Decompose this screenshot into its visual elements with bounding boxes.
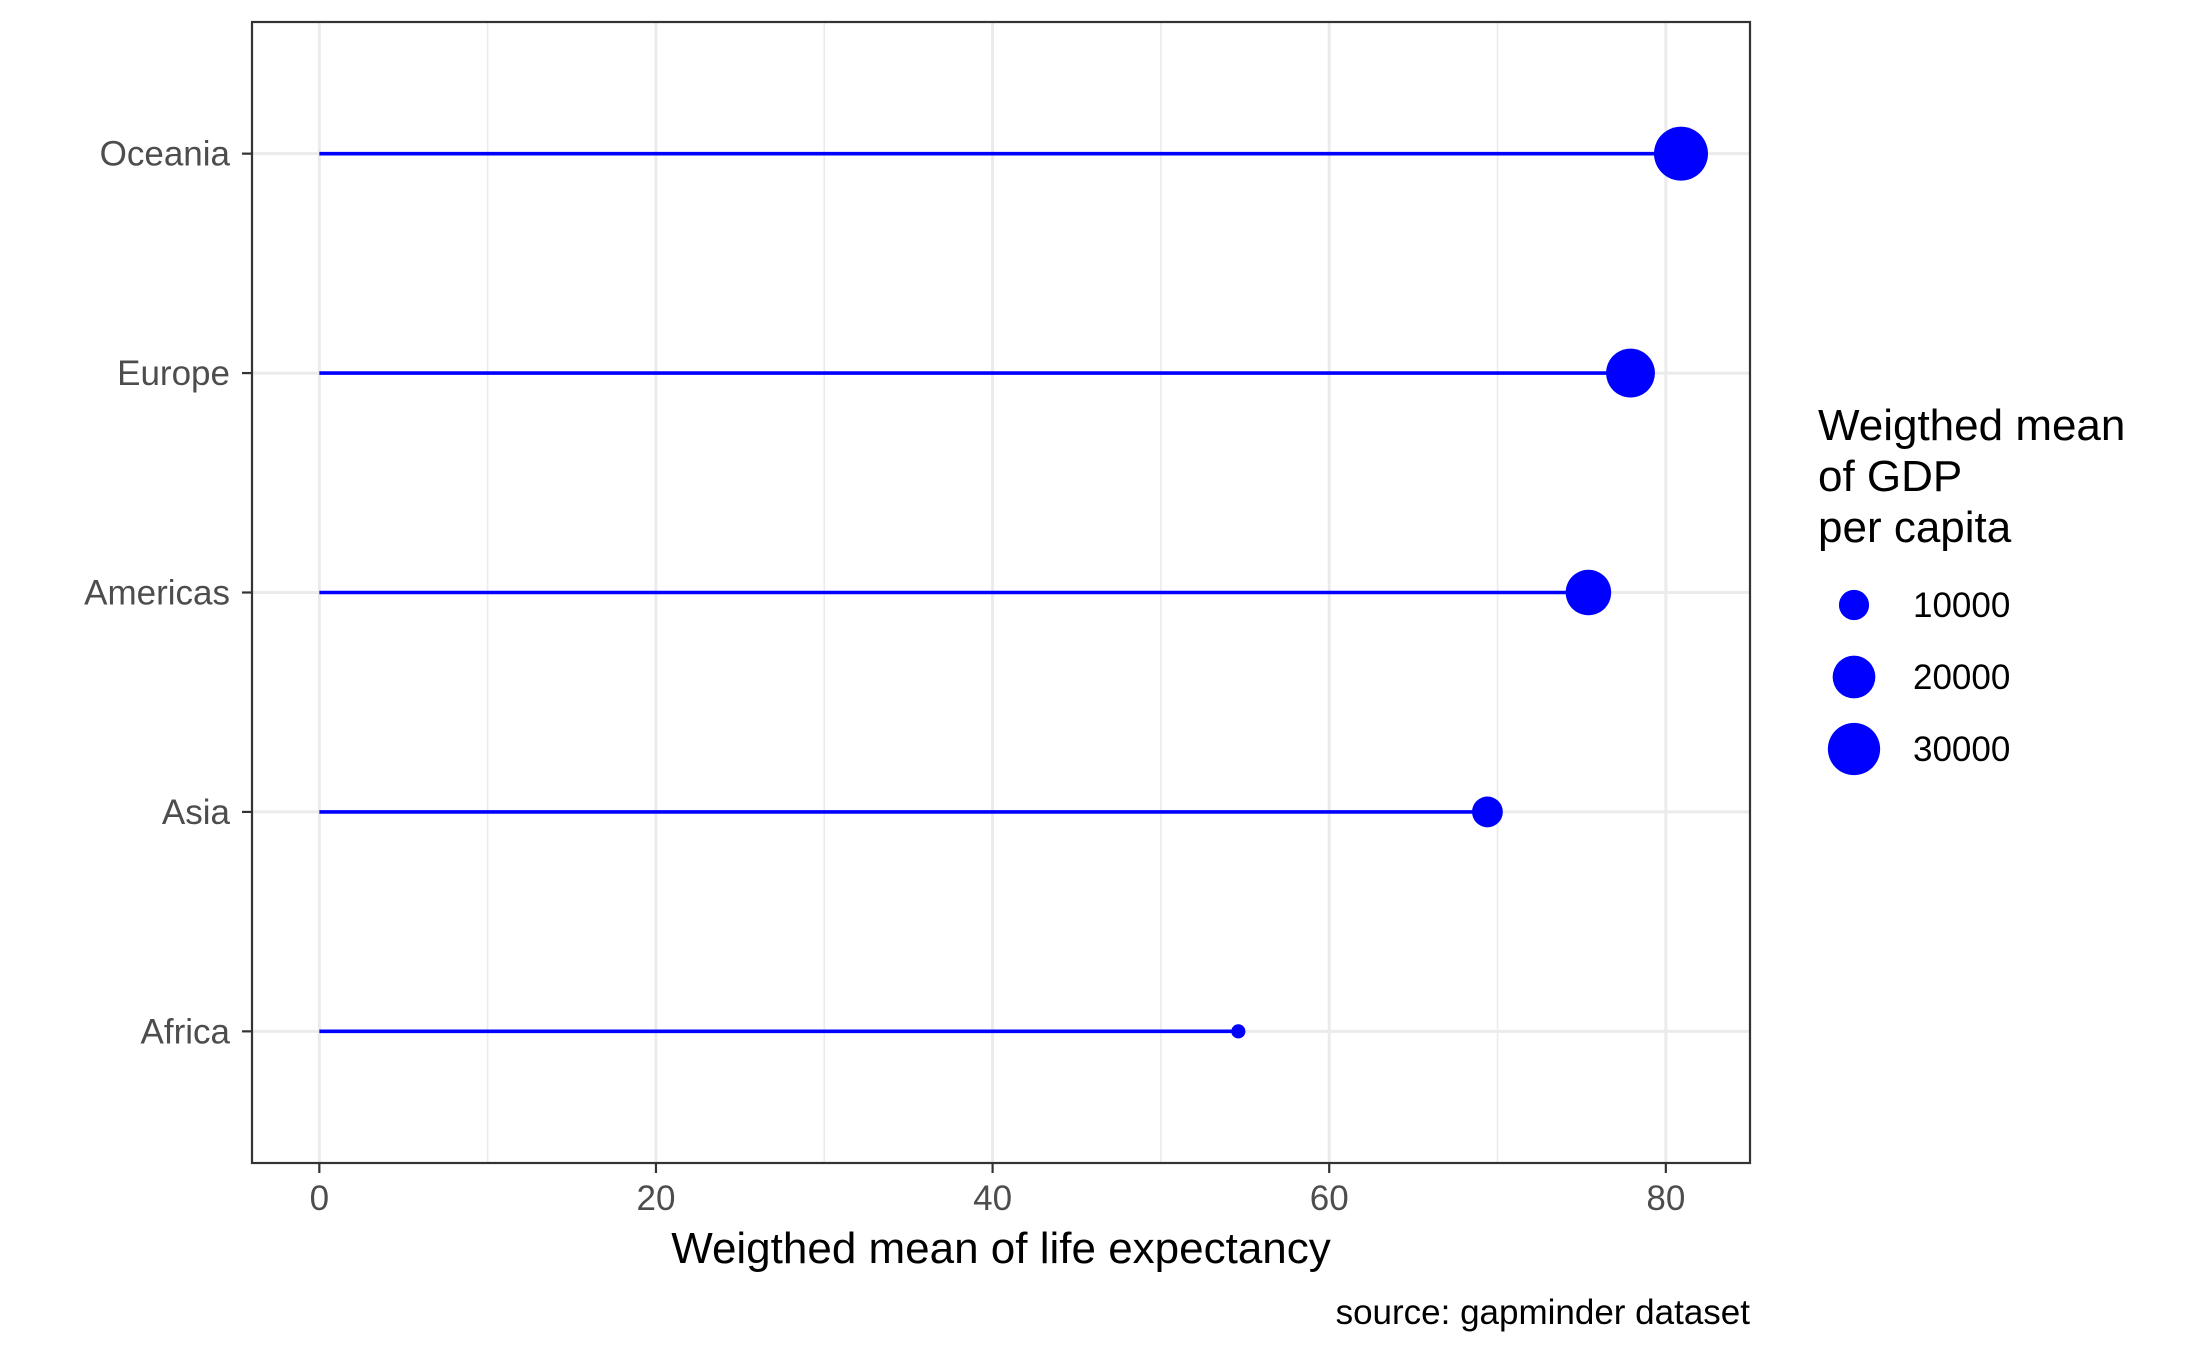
axis-layer: 0 20 40 60 80 Africa Asia Americas Europe Oceania — [84, 135, 1685, 1218]
y-tick-label: Oceania — [100, 135, 231, 174]
caption: source: gapminder dataset — [1336, 1293, 1751, 1332]
legend-key-point — [1838, 589, 1870, 621]
y-tick-label: Europe — [117, 354, 230, 393]
y-tick-label: Asia — [162, 793, 231, 832]
x-tick-label: 20 — [636, 1179, 675, 1218]
legend-keys: 10000 20000 30000 — [1827, 586, 2010, 776]
legend-title: Weigthed mean of GDP per capita — [1818, 401, 2125, 552]
legend-title-line: of GDP — [1818, 452, 1962, 501]
lollipop-point-africa — [1231, 1024, 1246, 1039]
lollipop-point-asia — [1472, 796, 1503, 828]
legend: Weigthed mean of GDP per capita 10000 20000… — [1818, 401, 2125, 776]
x-axis-title: Weigthed mean of life expectancy — [671, 1224, 1331, 1273]
mark-layer — [319, 126, 1708, 1039]
legend-title-line: per capita — [1818, 503, 2012, 552]
lollipop-point-oceania — [1653, 126, 1708, 181]
legend-key-label: 30000 — [1913, 730, 2010, 769]
x-tick-label: 40 — [973, 1179, 1012, 1218]
y-tick-label: Africa — [141, 1012, 231, 1051]
x-tick-label: 0 — [310, 1179, 329, 1218]
x-tick-label: 80 — [1646, 1179, 1685, 1218]
legend-title-line: Weigthed mean — [1818, 401, 2125, 450]
legend-key-point — [1827, 722, 1881, 776]
lollipop-point-americas — [1565, 569, 1612, 616]
lollipop-point-europe — [1606, 348, 1655, 398]
x-tick-label: 60 — [1310, 1179, 1349, 1218]
y-tick-label: Americas — [84, 574, 230, 613]
legend-key-label: 10000 — [1913, 586, 2010, 625]
legend-key-label: 20000 — [1913, 658, 2010, 697]
legend-key-point — [1832, 655, 1876, 699]
